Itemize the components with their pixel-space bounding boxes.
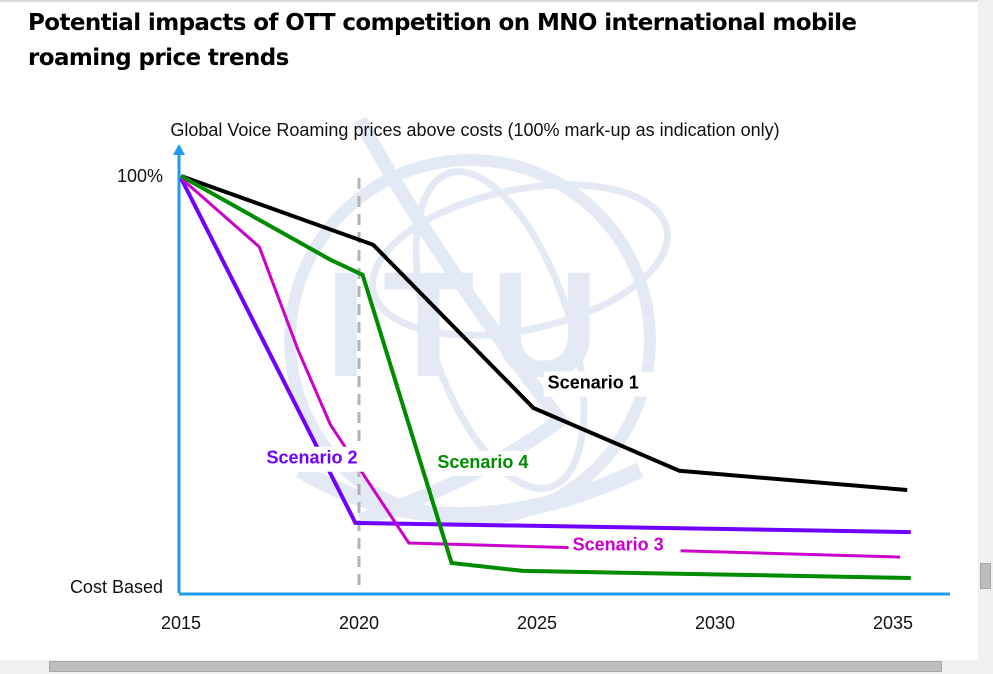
- horizontal-scrollbar-thumb[interactable]: [49, 661, 942, 672]
- top-edge-shadow: [0, 0, 978, 3]
- x-tick-label: 2020: [339, 613, 379, 633]
- series-label-background: [568, 533, 681, 559]
- vertical-scrollbar-thumb[interactable]: [980, 563, 991, 589]
- series-line-scenario-4: [180, 174, 911, 580]
- series-label-scenario-4: Scenario 4: [437, 452, 528, 472]
- series-label-scenario-1: Scenario 1: [548, 373, 639, 393]
- series-label-scenario-3: Scenario 3: [573, 534, 664, 554]
- y-tick-label: Cost Based: [70, 577, 163, 597]
- watermark-swoosh: [353, 116, 570, 527]
- watermark-globe-meridian: [369, 181, 671, 339]
- slide-title: Potential impacts of OTT competition on …: [28, 10, 857, 71]
- y-tick-label: 100%: [117, 166, 163, 186]
- series-label-background: [433, 450, 546, 476]
- y-axis-arrowhead: [173, 144, 185, 155]
- series-label-background: [262, 446, 375, 472]
- series-line-scenario-3: [180, 176, 901, 559]
- series-label-scenario-2: Scenario 2: [266, 448, 357, 468]
- x-tick-label: 2030: [695, 613, 735, 633]
- watermark-globe-meridian: [412, 168, 588, 492]
- vertical-scrollbar-track[interactable]: [978, 0, 993, 660]
- x-tick-label: 2035: [873, 613, 913, 633]
- x-tick-label: 2025: [517, 613, 557, 633]
- series-label-background: [543, 371, 656, 397]
- chart-title: Global Voice Roaming prices above costs …: [170, 120, 779, 140]
- x-tick-label: 2015: [161, 613, 201, 633]
